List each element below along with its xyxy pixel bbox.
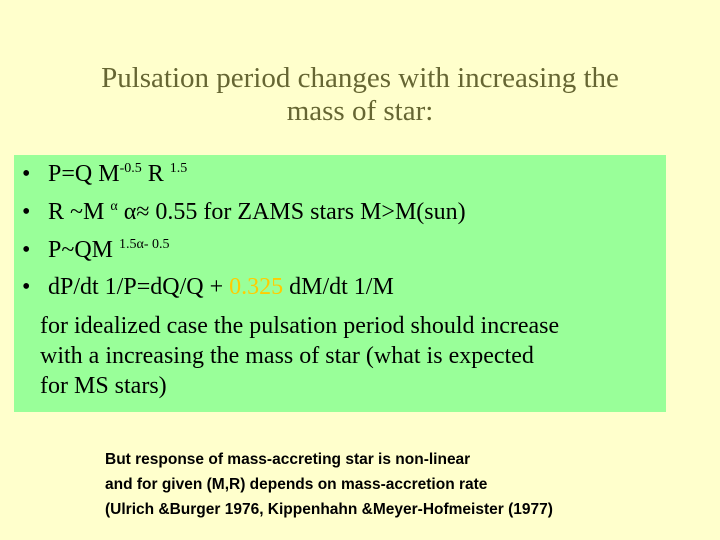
formula-exponent: 1.5α- 0.5	[119, 237, 170, 252]
formula-part: P~QM	[48, 237, 120, 263]
formula-exponent: -0.5	[119, 161, 142, 176]
formula-part: R ~M	[48, 199, 111, 225]
bullet-text: R ~M α α≈ 0.55 for ZAMS stars M>M(sun)	[48, 199, 466, 225]
bullet-marker: •	[22, 274, 31, 300]
formula-part: α≈ 0.55 for ZAMS stars M>M(sun)	[117, 199, 466, 225]
bullet-text: dP/dt 1/P=dQ/Q + 0.325 dM/dt 1/M	[48, 274, 394, 300]
slide-title: Pulsation period changes with increasing…	[40, 62, 680, 128]
formula-part: R	[141, 161, 170, 187]
content-box	[14, 155, 666, 412]
footnote: But response of mass-accreting star is n…	[105, 447, 705, 522]
footnote-line: But response of mass-accreting star is n…	[105, 451, 471, 468]
paragraph-line: with a increasing the mass of star (what…	[40, 343, 534, 369]
formula-exponent: α	[110, 199, 118, 214]
highlighted-coefficient: 0.325	[229, 274, 284, 300]
bullet-text: P~QM 1.5α- 0.5	[48, 237, 170, 263]
formula-part: d	[283, 274, 302, 300]
paragraph-line: for idealized case the pulsation period …	[40, 313, 560, 339]
explanation-paragraph: for idealized case the pulsation period …	[40, 311, 680, 401]
formula-part: P=Q M	[48, 161, 120, 187]
footnote-line: (Ulrich &Burger 1976, Kippenhahn &Meyer-…	[105, 501, 553, 518]
bullet-text: P=Q M-0.5 R 1.5	[48, 161, 187, 187]
formula-part: dP/dt 1/P=dQ/Q +	[48, 274, 230, 300]
title-line-1: Pulsation period changes with increasing…	[101, 62, 619, 94]
footnote-line: and for given (M,R) depends on mass-accr…	[105, 476, 488, 493]
formula-exponent: 1.5	[169, 161, 188, 176]
title-line-2: mass of star:	[286, 95, 434, 127]
bullet-marker: •	[22, 237, 31, 263]
bullet-marker: •	[22, 161, 31, 187]
formula-part: M/dt 1/M	[301, 274, 394, 300]
paragraph-line: for MS stars)	[40, 373, 167, 399]
bullet-marker: •	[22, 199, 31, 225]
